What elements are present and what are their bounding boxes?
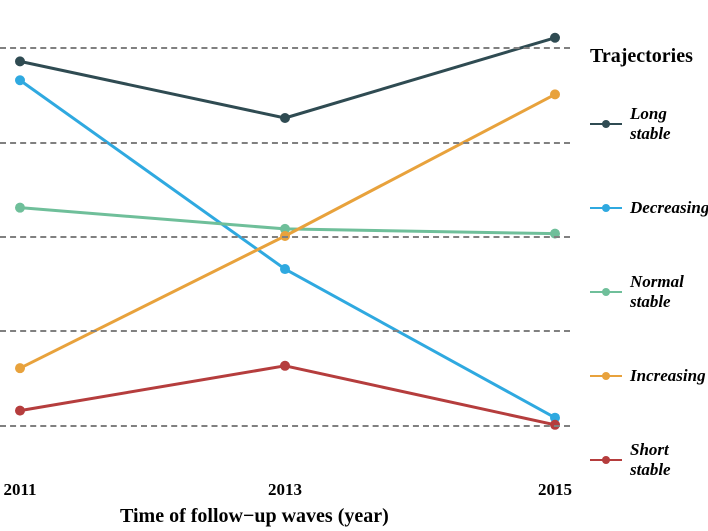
legend-label: Increasing	[630, 366, 706, 386]
legend-item: Short stable	[590, 440, 708, 480]
legend-swatch-dot	[602, 120, 610, 128]
legend-swatch-line	[590, 291, 622, 293]
plot-area	[0, 0, 570, 472]
legend-label: Decreasing	[630, 198, 708, 218]
x-tick-label: 2011	[3, 480, 36, 500]
legend-label: Normal stable	[630, 272, 708, 312]
legend: Trajectories Long stable Decreasing Normal…	[590, 45, 708, 531]
legend-swatch-dot	[602, 204, 610, 212]
series-line	[20, 38, 555, 118]
legend-swatch-dot	[602, 456, 610, 464]
series-marker	[280, 113, 290, 123]
legend-item: Decreasing	[590, 198, 708, 218]
legend-label: Short stable	[630, 440, 708, 480]
legend-swatch-line	[590, 207, 622, 209]
legend-items: Long stable Decreasing Normal stable Increa…	[590, 104, 708, 480]
legend-item: Normal stable	[590, 272, 708, 312]
x-tick-label: 2015	[538, 480, 572, 500]
legend-item: Increasing	[590, 366, 708, 386]
x-axis-title: Time of follow−up waves (year)	[120, 505, 389, 528]
trajectories-chart: 2011 2013 2015 Time of follow−up waves (ye…	[0, 0, 708, 531]
legend-swatch-dot	[602, 288, 610, 296]
legend-swatch-dot	[602, 372, 610, 380]
legend-label: Long stable	[630, 104, 708, 144]
legend-swatch-line	[590, 459, 622, 461]
series-marker	[15, 406, 25, 416]
series-marker	[280, 264, 290, 274]
gridline	[0, 47, 570, 49]
legend-swatch-line	[590, 375, 622, 377]
gridline	[0, 330, 570, 332]
gridline	[0, 236, 570, 238]
series-marker	[15, 203, 25, 213]
legend-title: Trajectories	[590, 45, 708, 68]
legend-swatch-line	[590, 123, 622, 125]
series-marker	[550, 33, 560, 43]
series-marker	[280, 361, 290, 371]
series-marker	[15, 363, 25, 373]
series-marker	[15, 56, 25, 66]
gridline	[0, 425, 570, 427]
x-tick-label: 2013	[268, 480, 302, 500]
series-marker	[15, 75, 25, 85]
gridline	[0, 142, 570, 144]
legend-item: Long stable	[590, 104, 708, 144]
series-marker	[550, 89, 560, 99]
